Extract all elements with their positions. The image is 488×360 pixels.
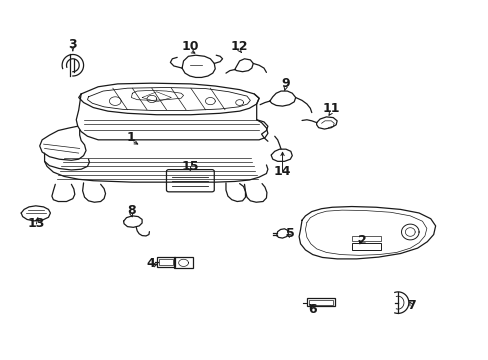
- Text: 9: 9: [281, 77, 289, 90]
- Text: 14: 14: [273, 165, 291, 177]
- Text: 10: 10: [181, 40, 198, 53]
- Text: 13: 13: [27, 217, 44, 230]
- Bar: [158, 259, 173, 265]
- Text: 11: 11: [322, 102, 339, 115]
- Bar: [351, 236, 380, 241]
- Text: 5: 5: [285, 226, 294, 239]
- Text: 3: 3: [68, 38, 77, 51]
- Text: 6: 6: [308, 303, 316, 316]
- Text: 7: 7: [406, 299, 415, 312]
- Text: 1: 1: [127, 131, 136, 144]
- Text: 4: 4: [146, 257, 155, 270]
- Bar: [308, 300, 332, 305]
- Bar: [351, 243, 380, 250]
- Bar: [173, 257, 193, 268]
- Bar: [306, 298, 334, 306]
- Text: 8: 8: [127, 204, 135, 217]
- Text: 12: 12: [230, 40, 248, 53]
- Text: 15: 15: [181, 160, 198, 173]
- Text: 2: 2: [357, 234, 366, 247]
- Bar: [157, 257, 175, 267]
